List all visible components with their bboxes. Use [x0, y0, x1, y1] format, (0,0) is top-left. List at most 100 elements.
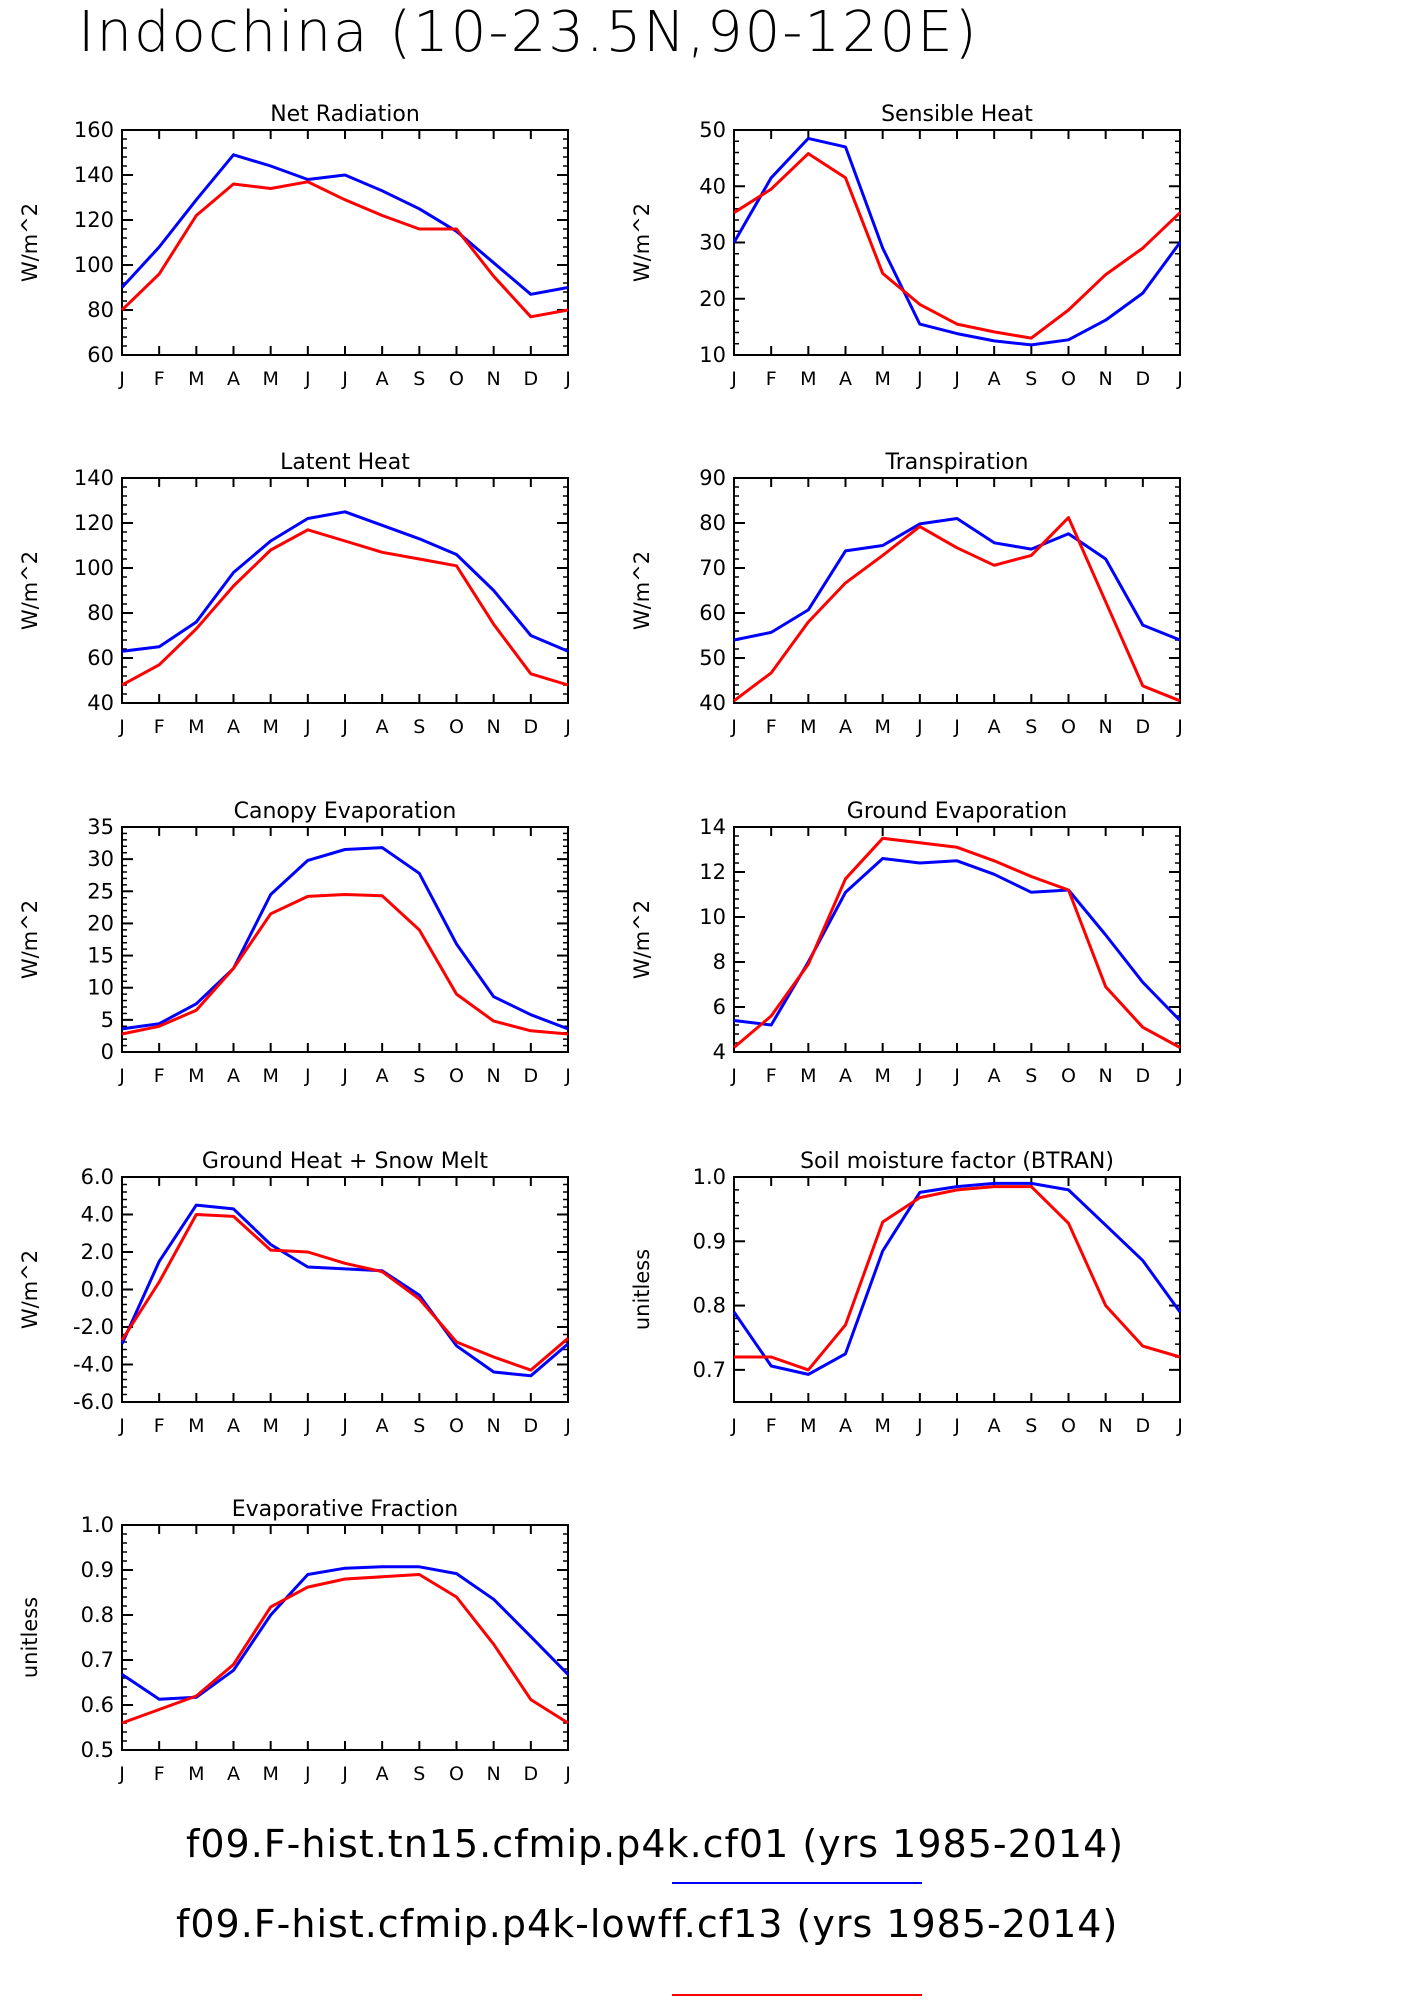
y-tick-label: 30 [699, 231, 726, 255]
x-tick-label: J [118, 716, 125, 738]
y-tick-label: 1.0 [693, 1165, 726, 1189]
y-tick-label: -4.0 [73, 1353, 114, 1377]
x-tick-label: D [1136, 1065, 1151, 1087]
x-tick-label: M [800, 716, 816, 738]
y-tick-label: 60 [87, 646, 114, 670]
x-tick-label: N [1099, 716, 1113, 738]
y-tick-label: 10 [699, 905, 726, 929]
y-tick-label: 0.0 [81, 1278, 114, 1302]
x-tick-label: F [154, 368, 165, 390]
x-tick-label: F [766, 1065, 777, 1087]
x-tick-label: O [449, 1415, 464, 1437]
y-tick-label: 60 [87, 343, 114, 367]
legend-entry-blue: f09.F-hist.tn15.cfmip.p4k.cf01 (yrs 1985… [186, 1822, 1125, 1866]
y-tick-label: 100 [74, 253, 114, 277]
series-line [732, 136, 1182, 347]
x-tick-label: N [1099, 1065, 1113, 1087]
x-tick-label: S [413, 368, 425, 390]
x-tick-label: M [188, 1763, 204, 1785]
x-tick-label: J [1176, 1415, 1183, 1437]
x-tick-label: J [953, 1065, 960, 1087]
x-tick-label: A [227, 1763, 240, 1785]
y-tick-label: 70 [699, 556, 726, 580]
x-tick-label: M [874, 716, 890, 738]
x-tick-label: A [376, 1763, 389, 1785]
x-tick-label: D [524, 1763, 539, 1785]
y-tick-label: 4.0 [81, 1203, 114, 1227]
y-tick-label: 40 [699, 174, 726, 198]
x-tick-label: A [839, 1065, 852, 1087]
x-tick-label: A [988, 1065, 1001, 1087]
series-line [733, 152, 1182, 340]
x-tick-label: J [916, 716, 923, 738]
y-tick-label: 0 [101, 1040, 114, 1064]
y-axis-label: unitless [18, 1597, 42, 1678]
x-tick-label: N [487, 1763, 501, 1785]
x-tick-label: O [449, 1065, 464, 1087]
series-line [120, 1203, 569, 1378]
series-line [120, 1213, 569, 1372]
x-tick-label: A [988, 1415, 1001, 1437]
x-tick-label: A [839, 1415, 852, 1437]
x-tick-label: J [564, 1415, 571, 1437]
y-tick-label: 10 [699, 343, 726, 367]
x-tick-label: J [916, 1415, 923, 1437]
y-axis-label: W/m^2 [18, 900, 42, 979]
legend-swatch-blue [672, 1882, 922, 1884]
y-tick-label: 50 [699, 118, 726, 142]
x-tick-label: D [1136, 716, 1151, 738]
series-line [121, 893, 569, 1036]
y-tick-label: 140 [74, 163, 114, 187]
y-tick-label: 0.8 [81, 1603, 114, 1627]
x-tick-label: J [564, 368, 571, 390]
x-tick-label: A [227, 716, 240, 738]
x-tick-label: N [487, 1065, 501, 1087]
y-tick-label: 0.9 [81, 1558, 114, 1582]
x-tick-label: D [1136, 1415, 1151, 1437]
y-tick-label: 120 [74, 208, 114, 232]
x-tick-label: J [730, 716, 737, 738]
x-tick-label: F [154, 716, 165, 738]
x-tick-label: O [449, 1763, 464, 1785]
x-tick-label: M [262, 1065, 278, 1087]
x-tick-label: N [1099, 368, 1113, 390]
series-line [121, 528, 569, 687]
x-tick-label: A [227, 1415, 240, 1437]
x-tick-label: J [730, 1415, 737, 1437]
x-tick-label: J [118, 1415, 125, 1437]
legend-entry-red: f09.F-hist.cfmip.p4k-lowff.cf13 (yrs 198… [176, 1902, 1119, 1946]
x-tick-label: D [524, 368, 539, 390]
x-tick-label: N [487, 1415, 501, 1437]
y-tick-label: 0.9 [693, 1229, 726, 1253]
panel-title: Sensible Heat [881, 102, 1033, 127]
x-tick-label: J [304, 1065, 311, 1087]
x-tick-label: M [262, 716, 278, 738]
x-tick-label: M [800, 1065, 816, 1087]
x-tick-label: J [953, 1415, 960, 1437]
series-line [120, 153, 569, 296]
x-tick-label: S [1025, 716, 1037, 738]
y-tick-label: 35 [87, 815, 114, 839]
panel-title: Ground Heat + Snow Melt [202, 1149, 489, 1174]
x-tick-label: J [341, 716, 348, 738]
x-tick-label: F [766, 716, 777, 738]
x-tick-label: O [1061, 716, 1076, 738]
x-tick-label: J [341, 1065, 348, 1087]
x-tick-label: J [564, 1763, 571, 1785]
y-tick-label: 80 [87, 298, 114, 322]
y-tick-label: 120 [74, 511, 114, 535]
y-tick-label: 20 [87, 911, 114, 935]
x-tick-label: J [1176, 1065, 1183, 1087]
y-tick-label: -2.0 [73, 1315, 114, 1339]
plot-frame [121, 1524, 569, 1751]
x-tick-label: A [839, 716, 852, 738]
y-tick-label: 20 [699, 287, 726, 311]
x-tick-label: M [874, 1415, 890, 1437]
x-tick-label: J [916, 1065, 923, 1087]
x-tick-label: J [304, 1763, 311, 1785]
